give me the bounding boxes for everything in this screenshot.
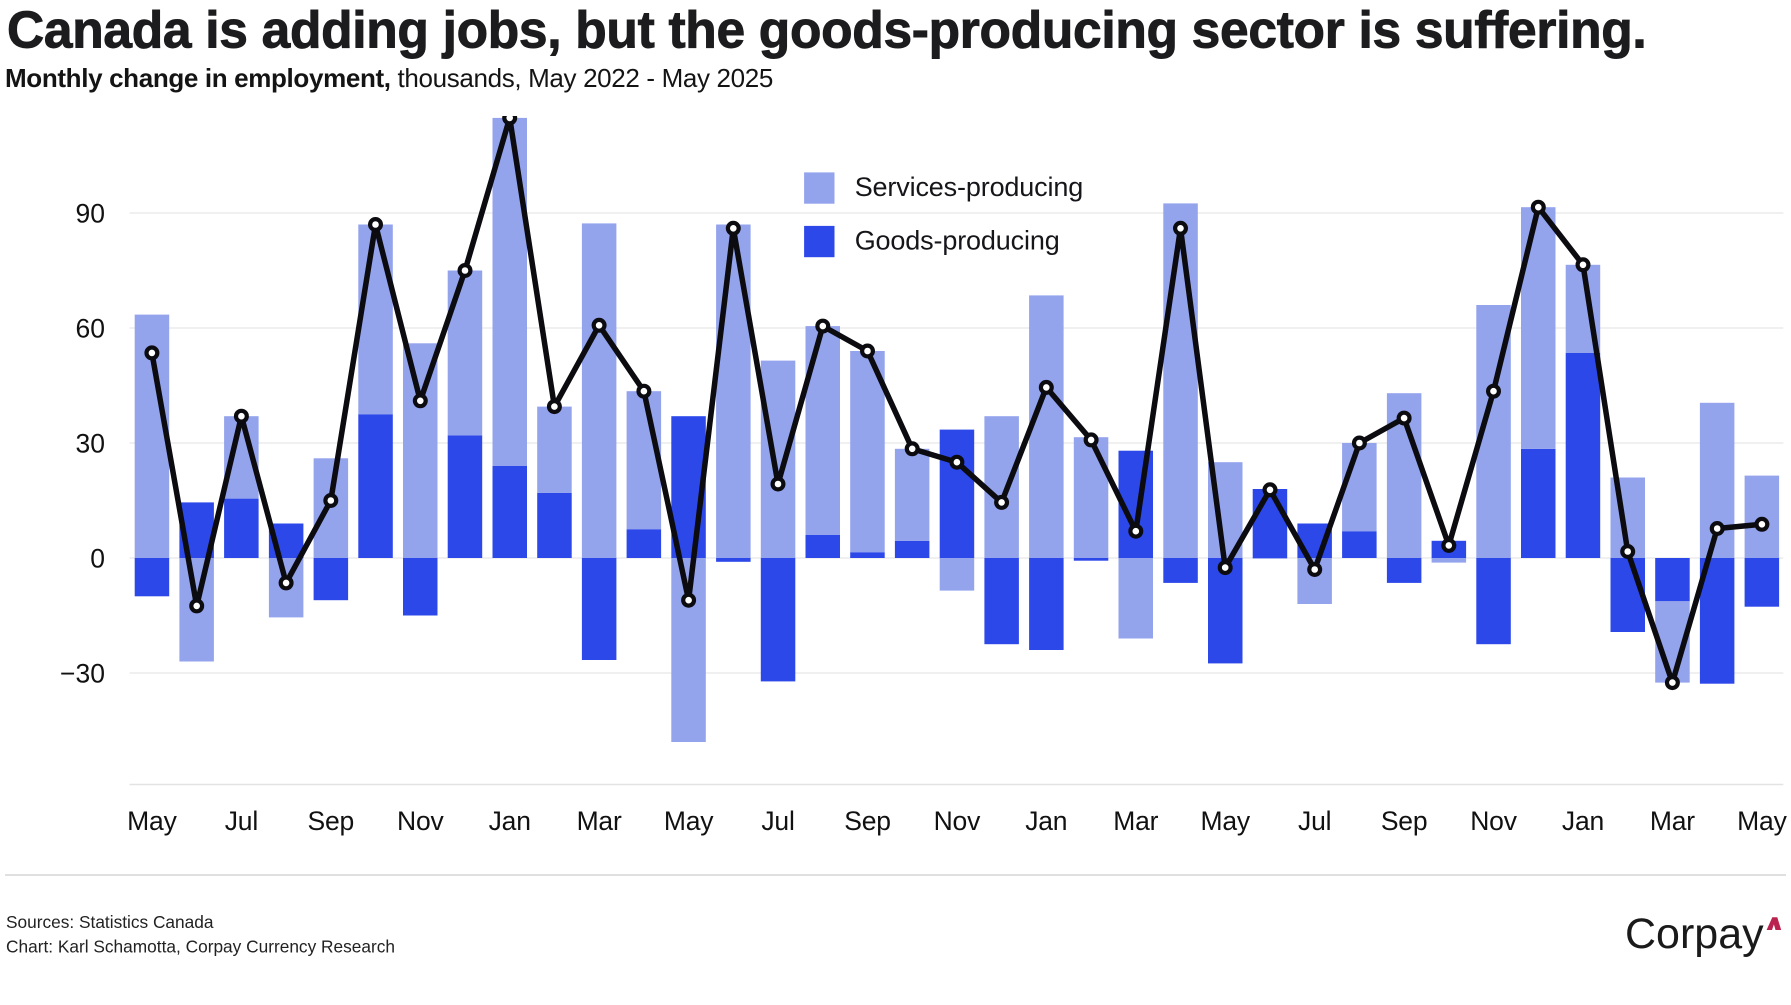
svg-text:May: May bbox=[1737, 806, 1787, 836]
svg-text:Sources: Statistics Canada: Sources: Statistics Canada bbox=[6, 912, 214, 932]
svg-text:Jul: Jul bbox=[225, 806, 258, 836]
svg-text:Monthly change in employment,: Monthly change in employment, thousands,… bbox=[5, 63, 773, 93]
svg-text:May: May bbox=[1200, 806, 1250, 836]
svg-text:Jul: Jul bbox=[1298, 806, 1331, 836]
svg-text:Chart: Karl Schamotta, Corpay: Chart: Karl Schamotta, Corpay Currency R… bbox=[6, 937, 395, 957]
svg-text:0: 0 bbox=[90, 544, 105, 574]
svg-text:90: 90 bbox=[76, 199, 105, 229]
svg-text:Mar: Mar bbox=[1650, 806, 1695, 836]
svg-text:Nov: Nov bbox=[1470, 806, 1517, 836]
svg-text:Sep: Sep bbox=[844, 806, 891, 836]
svg-text:Nov: Nov bbox=[397, 806, 444, 836]
svg-text:May: May bbox=[127, 806, 177, 836]
svg-text:30: 30 bbox=[76, 429, 105, 459]
svg-text:Nov: Nov bbox=[934, 806, 981, 836]
svg-text:Jul: Jul bbox=[761, 806, 794, 836]
svg-text:Mar: Mar bbox=[1113, 806, 1158, 836]
svg-text:Jan: Jan bbox=[489, 806, 531, 836]
svg-text:−30: −30 bbox=[60, 659, 105, 689]
svg-text:Corpay: Corpay bbox=[1625, 910, 1764, 958]
svg-text:Mar: Mar bbox=[577, 806, 622, 836]
svg-text:Jan: Jan bbox=[1562, 806, 1604, 836]
svg-text:Sep: Sep bbox=[1381, 806, 1428, 836]
svg-text:Sep: Sep bbox=[308, 806, 355, 836]
svg-text:Canada is adding jobs, but the: Canada is adding jobs, but the goods-pro… bbox=[7, 1, 1646, 59]
svg-text:Goods-producing: Goods-producing bbox=[855, 226, 1060, 256]
svg-text:60: 60 bbox=[76, 314, 105, 344]
svg-text:May: May bbox=[664, 806, 714, 836]
svg-text:Services-producing: Services-producing bbox=[855, 172, 1083, 202]
svg-text:Jan: Jan bbox=[1025, 806, 1067, 836]
